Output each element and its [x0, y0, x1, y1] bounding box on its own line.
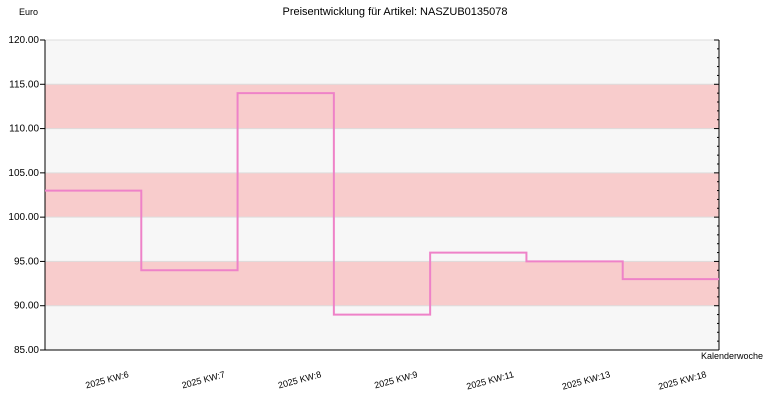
x-tick-label: 2025 KW:8: [277, 369, 322, 390]
x-tick-label: 2025 KW:13: [561, 369, 611, 391]
background-band: [45, 305, 719, 350]
price-step-line: [45, 92, 719, 316]
y-tick-label: 120.00: [8, 35, 39, 46]
background-band: [45, 172, 719, 218]
y-tick-label: 90.00: [14, 301, 39, 312]
y-tick-label: 115.00: [9, 79, 39, 90]
y-tick-label: 100.00: [8, 212, 39, 223]
x-tick-labels: 2025 KW:6 2025 KW:7 2025 KW:8 2025 KW:9 2025…: [84, 369, 707, 391]
y-tick-label: 105.00: [8, 168, 39, 179]
x-axis-label: Kalenderwoche: [701, 351, 763, 361]
y-axis-label: Euro: [19, 7, 38, 17]
background-band: [45, 217, 719, 262]
y-tick-label: 110.00: [9, 124, 39, 135]
background-bands: [45, 40, 719, 350]
background-band: [45, 84, 719, 129]
x-tick-label: 2025 KW:7: [181, 369, 226, 390]
y-gridlines: [45, 39, 719, 351]
y-tick-label: 95.00: [14, 256, 39, 267]
chart-title: Preisentwicklung für Artikel: NASZUB0135…: [283, 6, 508, 18]
x-tick-label: 2025 KW:11: [465, 369, 515, 391]
y-tick-label: 85.00: [14, 345, 39, 356]
background-band: [45, 128, 719, 173]
background-band: [45, 261, 719, 306]
background-band: [45, 40, 719, 85]
y-tick-labels: 120.00 115.00 110.00 105.00 100.00 95.00 90.00…: [8, 35, 45, 356]
right-axis-ticks: [714, 39, 719, 351]
x-tick-label: 2025 KW:9: [373, 369, 418, 390]
x-tick-label: 2025 KW:18: [657, 369, 707, 391]
x-tick-label: 2025 KW:6: [84, 369, 129, 390]
